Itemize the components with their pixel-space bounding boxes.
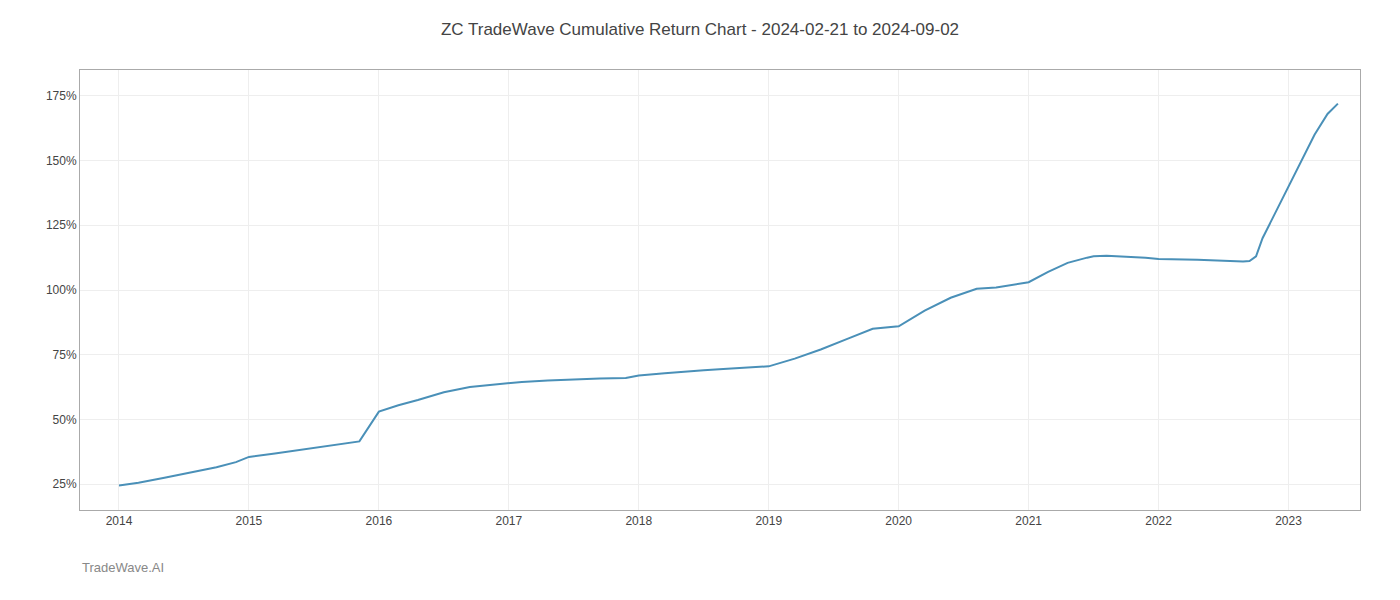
svg-text:75%: 75%: [53, 348, 77, 362]
svg-text:TradeWave.AI: TradeWave.AI: [82, 560, 164, 575]
svg-text:2015: 2015: [236, 514, 263, 528]
svg-text:100%: 100%: [46, 283, 77, 297]
svg-text:2017: 2017: [495, 514, 522, 528]
svg-text:ZC TradeWave Cumulative Return: ZC TradeWave Cumulative Return Chart - 2…: [441, 20, 959, 39]
svg-text:2020: 2020: [885, 514, 912, 528]
svg-text:2022: 2022: [1145, 514, 1172, 528]
svg-text:150%: 150%: [46, 154, 77, 168]
svg-text:2021: 2021: [1015, 514, 1042, 528]
svg-text:2014: 2014: [106, 514, 133, 528]
svg-text:25%: 25%: [53, 477, 77, 491]
svg-text:2016: 2016: [366, 514, 393, 528]
svg-text:175%: 175%: [46, 89, 77, 103]
svg-text:2018: 2018: [625, 514, 652, 528]
svg-text:125%: 125%: [46, 218, 77, 232]
svg-text:2019: 2019: [755, 514, 782, 528]
svg-text:50%: 50%: [53, 413, 77, 427]
svg-text:2023: 2023: [1275, 514, 1302, 528]
